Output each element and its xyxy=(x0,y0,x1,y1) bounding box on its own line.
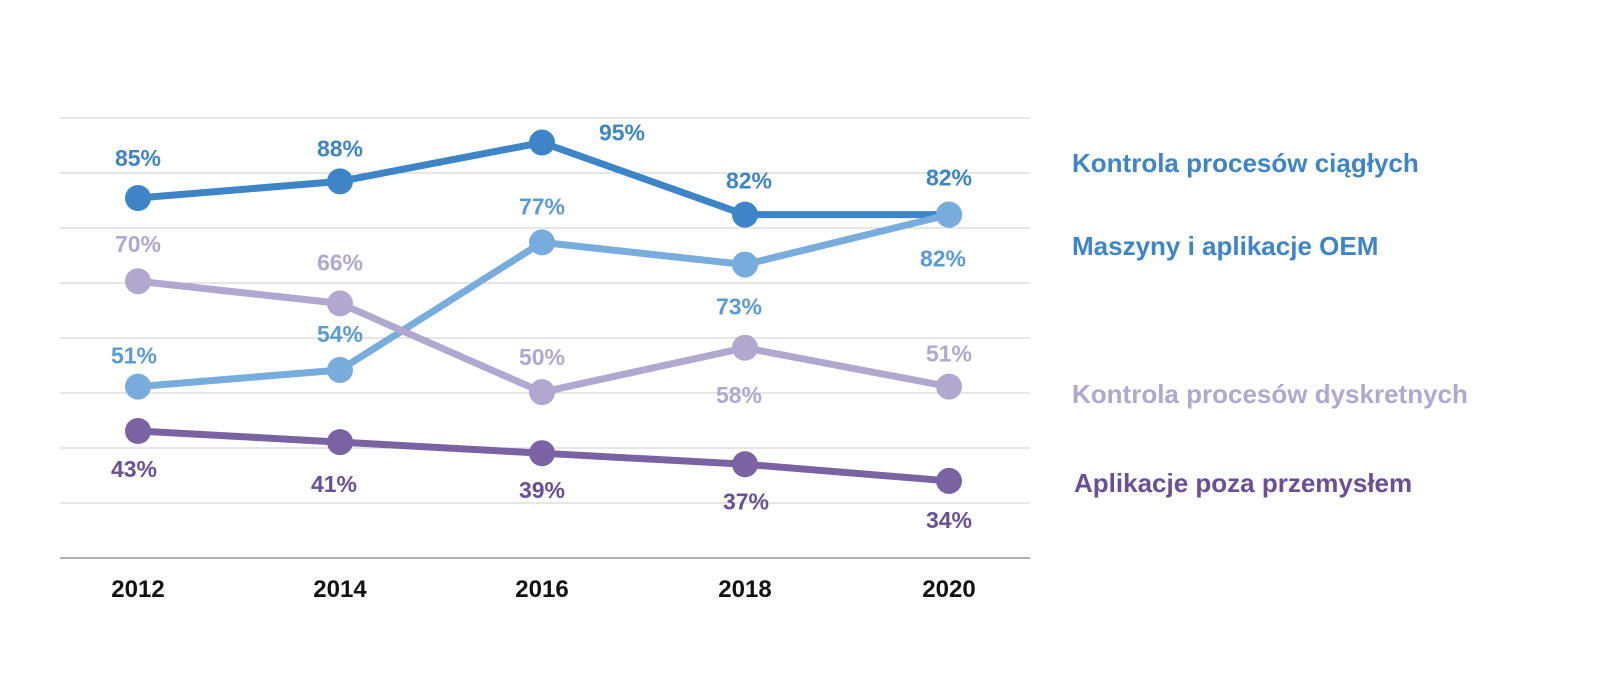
data-point-discrete xyxy=(125,268,151,295)
data-label-continuous: 82% xyxy=(726,168,772,194)
x-axis-tick-labels: 2012 2014 2016 2018 2020 xyxy=(111,576,975,603)
data-point-continuous xyxy=(732,201,758,228)
x-tick-label: 2012 xyxy=(111,576,164,603)
data-point-continuous xyxy=(327,168,353,195)
data-label-continuous: 88% xyxy=(317,135,363,161)
data-point-discrete xyxy=(936,373,962,400)
data-label-oem: 73% xyxy=(716,294,762,320)
data-point-non-industrial xyxy=(529,440,555,467)
data-point-discrete xyxy=(529,379,555,406)
legend-item-continuous-process: Kontrola procesów ciągłych xyxy=(1072,148,1419,178)
data-label-non-industrial: 39% xyxy=(519,477,565,503)
data-label-oem: 82% xyxy=(920,246,966,272)
data-labels: 85% 88% 95% 82% 82% 51% 54% 77% 73% 82% 70% 66% 50% 5… xyxy=(111,120,972,533)
series-points xyxy=(125,129,962,494)
data-label-discrete: 70% xyxy=(115,231,161,257)
data-point-continuous xyxy=(529,129,555,156)
data-label-discrete: 51% xyxy=(926,341,972,367)
data-point-non-industrial xyxy=(327,429,353,456)
x-tick-label: 2016 xyxy=(515,576,568,603)
data-label-non-industrial: 37% xyxy=(723,488,769,514)
data-label-non-industrial: 43% xyxy=(111,456,157,482)
data-label-oem: 54% xyxy=(317,321,363,347)
x-tick-label: 2020 xyxy=(922,576,975,603)
data-point-oem xyxy=(529,229,555,256)
x-tick-label: 2014 xyxy=(313,576,367,603)
data-point-oem xyxy=(327,356,353,383)
x-tick-label: 2018 xyxy=(718,576,771,603)
data-point-discrete xyxy=(327,290,353,317)
legend-item-non-industrial: Aplikacje poza przemysłem xyxy=(1074,468,1413,498)
legend-item-oem-machines: Maszyny i aplikacje OEM xyxy=(1072,231,1379,261)
data-label-continuous: 82% xyxy=(926,165,972,191)
legend-item-discrete-process: Kontrola procesów dyskretnych xyxy=(1072,379,1468,409)
data-point-non-industrial xyxy=(936,467,962,494)
data-label-discrete: 50% xyxy=(519,344,565,370)
data-label-oem: 51% xyxy=(111,343,157,369)
data-point-non-industrial xyxy=(732,451,758,478)
data-label-non-industrial: 41% xyxy=(311,471,357,497)
data-label-non-industrial: 34% xyxy=(926,507,972,533)
data-label-continuous: 85% xyxy=(115,145,161,171)
data-label-discrete: 58% xyxy=(716,382,762,408)
data-point-discrete xyxy=(732,334,758,361)
data-label-continuous: 95% xyxy=(599,120,645,146)
data-point-oem xyxy=(125,373,151,400)
data-point-oem xyxy=(936,201,962,228)
data-point-oem xyxy=(732,251,758,278)
data-point-continuous xyxy=(125,185,151,211)
data-label-discrete: 66% xyxy=(317,249,363,275)
data-label-oem: 77% xyxy=(519,193,565,219)
data-point-non-industrial xyxy=(125,418,151,444)
